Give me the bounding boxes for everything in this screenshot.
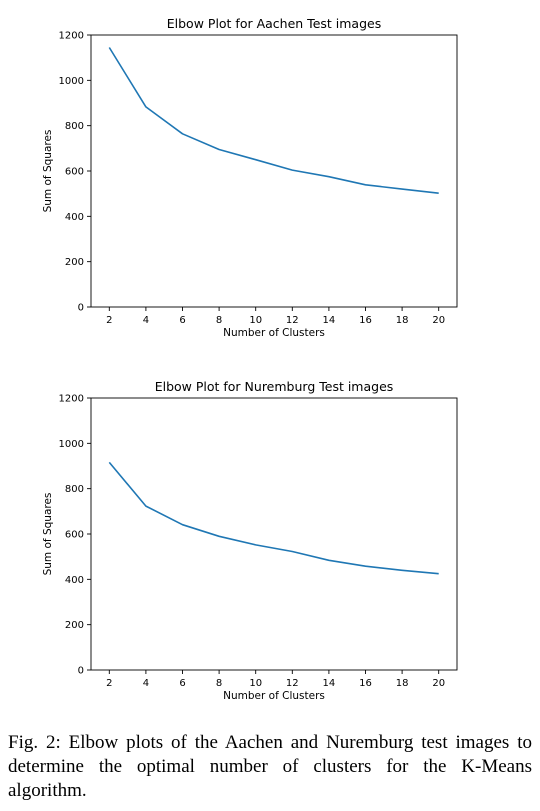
chart-2-y-tick-label: 200 [65, 620, 84, 631]
chart-2-x-tick-label: 8 [216, 678, 222, 689]
chart-1-y-tick-label: 800 [65, 121, 84, 132]
chart-1-data-point [292, 169, 294, 171]
chart-1-y-tick-label: 1200 [59, 31, 84, 42]
chart-1-x-tick-label: 12 [286, 315, 299, 326]
chart-1-x-axis-label: Number of Clusters [223, 327, 325, 339]
chart-1-x-tick-label: 16 [359, 315, 372, 326]
chart-1-x-tick-label: 4 [143, 315, 149, 326]
chart-2-data-point [255, 544, 257, 546]
chart-2-y-tick-label: 800 [65, 484, 84, 495]
chart-1-data-point [401, 188, 403, 190]
chart-2-x-tick-label: 14 [323, 678, 336, 689]
chart-1-data-point [438, 192, 440, 194]
chart-1-data-point [365, 184, 367, 186]
figure-caption: Fig. 2: Elbow plots of the Aachen and Nu… [8, 732, 532, 801]
chart-2-data-point [145, 505, 147, 507]
chart-1-x-tick-label: 2 [106, 315, 112, 326]
chart-1-y-tick-label: 400 [65, 212, 84, 223]
chart-1-x-tick-label: 6 [179, 315, 185, 326]
chart-1-y-tick-label: 200 [65, 257, 84, 268]
chart-1-data-point [109, 47, 111, 49]
chart-2-x-tick-label: 6 [179, 678, 185, 689]
chart-1-series-line [108, 47, 439, 194]
chart-1-data-point [255, 159, 257, 161]
chart-1-title: Elbow Plot for Aachen Test images [167, 16, 381, 31]
chart-2-y-tick-label: 400 [65, 575, 84, 586]
chart-2-y-tick-label: 0 [78, 666, 84, 677]
chart-2-data-point [328, 560, 330, 562]
figure-svg: Elbow Plot for Aachen Test images 2 4 6 8 10 1… [42, 16, 458, 702]
chart-1-x-tick-label: 8 [216, 315, 222, 326]
chart-1-data-point [182, 133, 184, 135]
chart-2-x-tick-label: 16 [359, 678, 372, 689]
chart-1-y-axis-label: Sum of Squares [42, 130, 54, 213]
chart-2-x-tick-label: 2 [106, 678, 112, 689]
chart-2-x-tick-label: 20 [432, 678, 445, 689]
chart-2-y-axis-label: Sum of Squares [42, 493, 54, 576]
chart-2-data-point [292, 551, 294, 553]
chart-2-x-tick-label: 10 [249, 678, 262, 689]
chart-2-y-tick-label: 600 [65, 530, 84, 541]
chart-2-data-point [182, 524, 184, 526]
chart-2-data-point [438, 573, 440, 575]
chart-2-x-axis-label: Number of Clusters [223, 690, 325, 702]
chart-1-data-point [145, 106, 147, 108]
chart-2-data-point [218, 536, 220, 538]
chart-1-x-tick-label: 18 [396, 315, 409, 326]
chart-2-axes-frame [90, 397, 458, 671]
chart-2-x-tick-label: 18 [396, 678, 409, 689]
chart-1-data-point [218, 149, 220, 151]
chart-2-data-point [365, 565, 367, 567]
chart-2-y-tick-label: 1000 [59, 439, 84, 450]
chart-2-series-line [108, 461, 439, 575]
chart-1-x-tick-label: 20 [432, 315, 445, 326]
chart-1-axes-frame [90, 34, 458, 308]
chart-1-x-tick-label: 14 [323, 315, 336, 326]
chart-1-y-tick-label: 1000 [59, 76, 84, 87]
chart-2-y-tick-label: 1200 [59, 394, 84, 405]
chart-2-x-tick-label: 12 [286, 678, 299, 689]
chart-2-title: Elbow Plot for Nuremburg Test images [155, 379, 394, 394]
chart-1-y-tick-label: 600 [65, 167, 84, 178]
chart-1-y-tick-label: 0 [78, 303, 84, 314]
chart-1-x-tick-label: 10 [249, 315, 262, 326]
chart-2-data-point [401, 570, 403, 572]
chart-2-x-tick-label: 4 [143, 678, 149, 689]
chart-1-data-point [328, 176, 330, 178]
chart-2-data-point [109, 462, 111, 464]
